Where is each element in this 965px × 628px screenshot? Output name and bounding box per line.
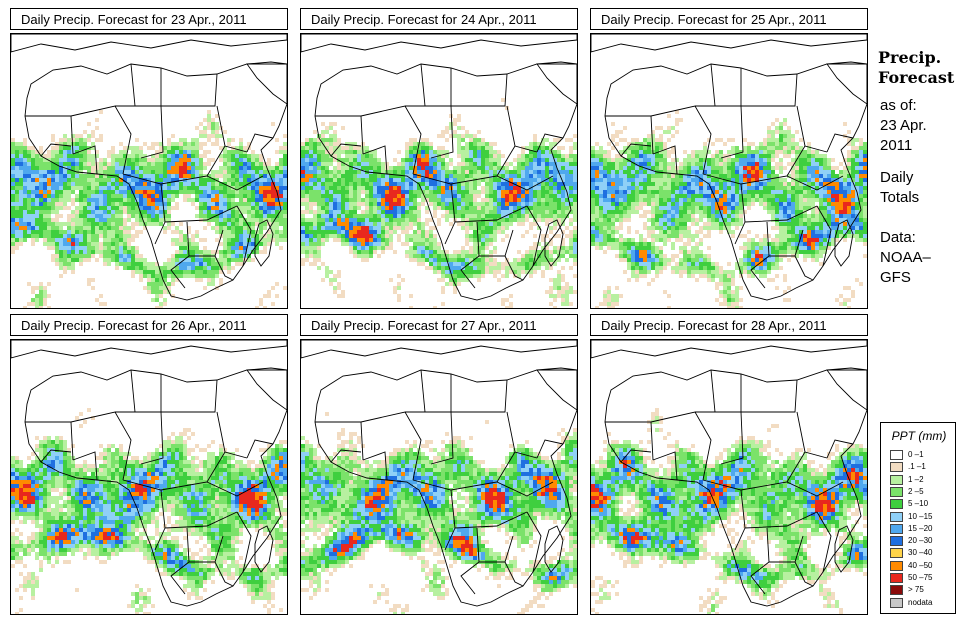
legend-swatch: [890, 585, 903, 596]
legend-label: nodata: [908, 597, 933, 607]
legend-label: 30 –40: [908, 548, 933, 558]
precip-texture: [591, 110, 867, 308]
forecast-panel-apr26: Daily Precip. Forecast for 26 Apr., 2011: [10, 314, 288, 615]
side-title: Precip. Forecast: [878, 48, 962, 88]
precip-texture: [11, 408, 287, 614]
legend-swatch: [890, 474, 903, 485]
legend-label: 10 –15: [908, 511, 933, 521]
totals-block: Daily Totals: [880, 168, 964, 208]
legend-swatch: [890, 486, 903, 497]
forecast-panel-apr23: Daily Precip. Forecast for 23 Apr., 2011: [10, 8, 288, 309]
title-prefix: Daily Precip. Forecast for: [21, 12, 167, 27]
precip-texture: [301, 412, 577, 614]
map-canvas: [11, 34, 287, 308]
country-borders: [591, 340, 867, 607]
legend-label: 0 –1: [908, 450, 924, 459]
legend-swatch: [890, 536, 903, 547]
map-canvas: [301, 34, 577, 308]
madagascar-coastline: [544, 219, 564, 267]
title-prefix: Daily Precip. Forecast for: [311, 318, 457, 333]
as-of-block: as of: 23 Apr. 2011: [880, 96, 964, 156]
precip-map: [590, 33, 868, 309]
madagascar-coastline: [834, 525, 854, 573]
madagascar-coastline: [834, 219, 854, 267]
legend-label: 5 –10: [908, 499, 929, 509]
legend-swatch: [890, 511, 903, 522]
legend-label: 2 –5: [908, 486, 924, 496]
panel-title: Daily Precip. Forecast for 27 Apr., 2011: [300, 314, 578, 336]
precip-map: [300, 339, 578, 615]
precip-map: [10, 33, 288, 309]
forecast-panel-apr27: Daily Precip. Forecast for 27 Apr., 2011: [300, 314, 578, 615]
country-borders: [11, 34, 287, 301]
madagascar-coastline: [254, 219, 274, 267]
as-of-label: as of:: [880, 97, 917, 114]
panel-date: 25 Apr., 2011: [750, 12, 827, 27]
map-canvas: [301, 340, 577, 614]
forecast-panel-apr25: Daily Precip. Forecast for 25 Apr., 2011: [590, 8, 868, 309]
panel-title: Daily Precip. Forecast for 24 Apr., 2011: [300, 8, 578, 30]
legend-label: .1 –1: [908, 462, 926, 472]
legend-swatch: [890, 450, 903, 460]
country-borders: [591, 34, 867, 301]
legend-label: 15 –20: [908, 523, 933, 533]
title-prefix: Daily Precip. Forecast for: [21, 318, 167, 333]
title-prefix: Daily Precip. Forecast for: [601, 12, 747, 27]
legend-swatch: [890, 560, 903, 571]
side-title-line2: Forecast: [878, 68, 955, 87]
panel-title: Daily Precip. Forecast for 26 Apr., 2011: [10, 314, 288, 336]
country-borders: [301, 34, 577, 301]
data-source-line3: GFS: [880, 269, 911, 286]
precip-legend: PPT (mm) 0 –1 .1 –1 1 –2 2 –5 5 –10 10 –15 15 …: [880, 422, 956, 614]
map-canvas: [591, 34, 867, 308]
panel-title: Daily Precip. Forecast for 25 Apr., 2011: [590, 8, 868, 30]
totals-line1: Daily: [880, 169, 914, 186]
totals-line2: Totals: [880, 189, 920, 206]
legend-swatch: [890, 573, 903, 583]
map-canvas: [11, 340, 287, 614]
legend-swatch: [890, 548, 903, 559]
title-prefix: Daily Precip. Forecast for: [311, 12, 457, 27]
panel-date: 27 Apr., 2011: [460, 318, 537, 333]
madagascar-coastline: [254, 525, 274, 573]
data-source-line2: NOAA–: [880, 249, 931, 266]
map-canvas: [591, 340, 867, 614]
legend-label: 1 –2: [908, 474, 924, 484]
precip-texture: [591, 408, 867, 614]
legend-label: 20 –30: [908, 536, 933, 546]
panel-title: Daily Precip. Forecast for 28 Apr., 2011: [590, 314, 868, 336]
side-title-line1: Precip.: [878, 48, 942, 67]
country-borders: [11, 340, 287, 607]
panel-date: 28 Apr., 2011: [750, 318, 827, 333]
as-of-date-line1: 23 Apr.: [880, 117, 927, 134]
data-source-line1: Data:: [880, 229, 916, 246]
precip-map: [10, 339, 288, 615]
legend-swatch: [890, 523, 903, 534]
forecast-panel-apr28: Daily Precip. Forecast for 28 Apr., 2011: [590, 314, 868, 615]
as-of-date-line2: 2011: [880, 137, 913, 154]
legend-title: PPT (mm): [891, 429, 947, 443]
precip-map: [300, 33, 578, 309]
panel-date: 24 Apr., 2011: [460, 12, 537, 27]
precip-map: [590, 339, 868, 615]
legend-label: > 75: [908, 585, 924, 595]
panel-title: Daily Precip. Forecast for 23 Apr., 2011: [10, 8, 288, 30]
legend-label: 40 –50: [908, 560, 933, 570]
legend-swatch: [890, 597, 903, 608]
madagascar-coastline: [544, 525, 564, 573]
data-source-block: Data: NOAA– GFS: [880, 228, 964, 288]
country-borders: [301, 340, 577, 607]
panel-date: 23 Apr., 2011: [170, 12, 247, 27]
legend-swatch: [890, 499, 903, 510]
legend-label: 50 –75: [908, 573, 933, 582]
title-prefix: Daily Precip. Forecast for: [601, 318, 747, 333]
legend-swatch: [890, 462, 903, 473]
forecast-panel-apr24: Daily Precip. Forecast for 24 Apr., 2011: [300, 8, 578, 309]
panel-date: 26 Apr., 2011: [170, 318, 247, 333]
